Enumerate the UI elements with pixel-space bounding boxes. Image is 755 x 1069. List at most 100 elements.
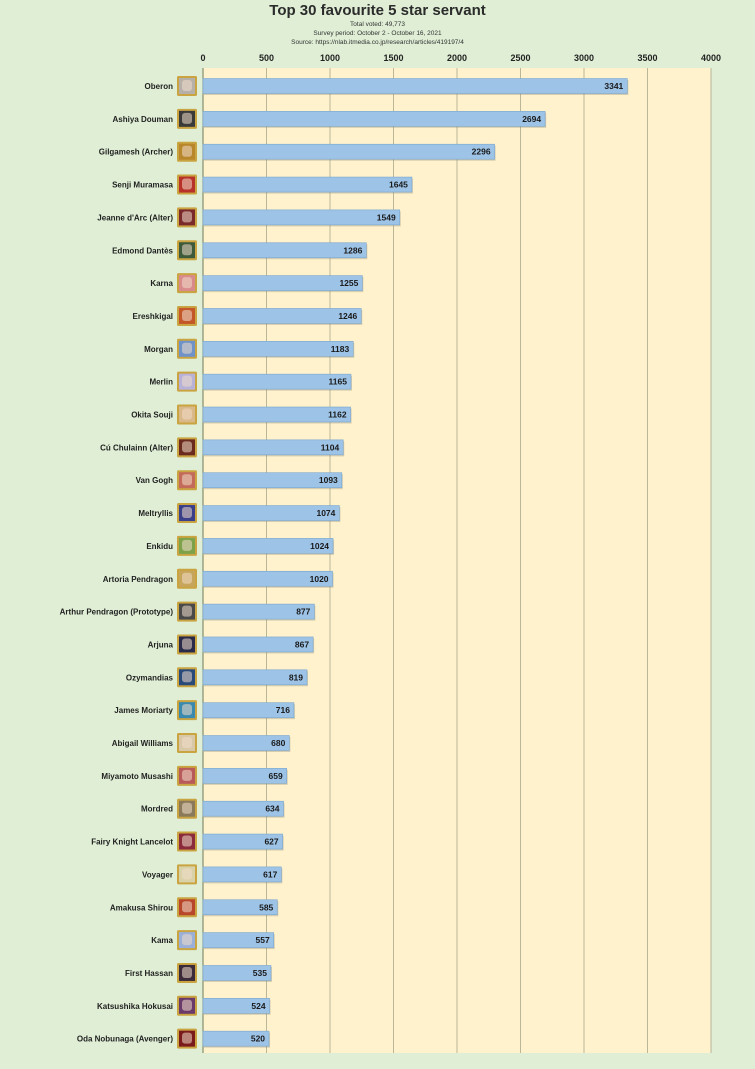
- bar-value-label: 1286: [343, 245, 362, 255]
- category-label: Enkidu: [146, 542, 173, 551]
- bar-value-label: 1074: [316, 508, 335, 518]
- category-label: Oberon: [145, 82, 174, 91]
- bar-value-label: 520: [251, 1034, 265, 1044]
- servant-portrait-face: [182, 309, 192, 321]
- servant-portrait-face: [182, 901, 192, 913]
- x-tick-label: 1000: [320, 53, 340, 63]
- bar: [202, 308, 362, 324]
- servant-portrait-face: [182, 211, 192, 223]
- bar: [202, 505, 340, 521]
- bar-value-label: 1255: [339, 278, 358, 288]
- bar-value-label: 1549: [377, 212, 396, 222]
- servant-portrait-face: [182, 671, 192, 683]
- bar: [202, 965, 272, 981]
- bar: [202, 866, 282, 883]
- category-label: Edmond Dantès: [112, 246, 173, 255]
- category-label: Gilgamesh (Archer): [99, 148, 174, 157]
- bar: [202, 800, 284, 817]
- category-label: Miyamoto Musashi: [101, 772, 173, 781]
- x-tick-label: 3000: [574, 53, 594, 63]
- bar-value-label: 1645: [389, 180, 408, 190]
- x-tick-label: 4000: [701, 53, 721, 63]
- servant-portrait-face: [182, 1032, 192, 1044]
- category-label: Senji Muramasa: [112, 181, 173, 190]
- bar: [202, 78, 628, 94]
- category-label: Van Gogh: [136, 476, 173, 485]
- category-label: Mordred: [141, 805, 173, 814]
- bar: [202, 1030, 270, 1047]
- x-tick-label: 0: [200, 53, 205, 63]
- servant-portrait-face: [182, 474, 192, 486]
- category-label: Voyager: [142, 870, 173, 879]
- bar-value-label: 524: [251, 1001, 265, 1011]
- servant-portrait-face: [182, 375, 192, 387]
- bar: [202, 111, 546, 127]
- bar-value-label: 3341: [604, 81, 623, 91]
- bar-value-label: 1020: [310, 574, 329, 584]
- bar: [202, 373, 352, 390]
- bar: [202, 439, 344, 456]
- bar: [202, 472, 343, 489]
- servant-portrait-face: [182, 342, 192, 354]
- bar-value-label: 535: [253, 968, 267, 978]
- bar: [202, 570, 333, 587]
- bar-value-label: 1093: [319, 475, 338, 485]
- bar-value-label: 617: [263, 869, 277, 879]
- bar: [202, 932, 275, 948]
- category-label: First Hassan: [125, 969, 173, 978]
- x-tick-label: 3500: [637, 53, 657, 63]
- servant-portrait-face: [182, 441, 192, 453]
- servant-portrait-face: [182, 507, 192, 519]
- category-label: Ashiya Douman: [113, 115, 174, 124]
- servant-portrait-face: [182, 868, 192, 880]
- x-tick-label: 500: [259, 53, 274, 63]
- servant-portrait-face: [182, 178, 192, 190]
- bar-value-label: 634: [265, 804, 279, 814]
- bar-value-label: 557: [256, 935, 270, 945]
- category-label: Katsushika Hokusai: [97, 1002, 173, 1011]
- servant-portrait-face: [182, 802, 192, 814]
- category-label: Jeanne d'Arc (Alter): [97, 213, 173, 222]
- bar: [202, 176, 413, 193]
- category-label: Fairy Knight Lancelot: [91, 838, 173, 847]
- servant-portrait-face: [182, 638, 192, 650]
- bar-value-label: 877: [296, 607, 310, 617]
- bar-value-label: 627: [264, 837, 278, 847]
- category-label: Arthur Pendragon (Prototype): [60, 608, 174, 617]
- bar: [202, 899, 278, 916]
- bar-value-label: 659: [269, 771, 283, 781]
- bar: [202, 603, 315, 620]
- category-label: Ereshkigal: [133, 312, 173, 321]
- bar-value-label: 867: [295, 639, 309, 649]
- bar: [202, 735, 290, 751]
- servant-portrait-face: [182, 737, 192, 748]
- bar-value-label: 1183: [331, 344, 350, 354]
- category-label: Cú Chulainn (Alter): [100, 443, 173, 452]
- bar: [202, 209, 401, 226]
- bar-value-label: 716: [276, 705, 290, 715]
- bar: [202, 997, 270, 1014]
- bar-value-label: 680: [271, 738, 285, 748]
- chart-title: Top 30 favourite 5 star servant: [269, 2, 486, 19]
- bar: [202, 768, 287, 784]
- chart-subtitle-source: Source: https://nlab.itmedia.co.jp/resea…: [291, 39, 464, 46]
- category-label: Oda Nobunaga (Avenger): [77, 1035, 173, 1044]
- category-label: Amakusa Shirou: [110, 903, 173, 912]
- bar: [202, 669, 308, 686]
- category-label: James Moriarty: [114, 706, 173, 715]
- servant-portrait-face: [182, 112, 192, 124]
- bar: [202, 702, 295, 718]
- category-label: Artoria Pendragon: [103, 575, 173, 584]
- servant-portrait-face: [182, 408, 192, 420]
- x-tick-label: 1500: [383, 53, 403, 63]
- bar: [202, 406, 351, 423]
- servant-portrait-face: [182, 80, 192, 91]
- servant-portrait-face: [182, 966, 192, 978]
- bar: [202, 340, 354, 357]
- bar: [202, 275, 363, 291]
- bar-value-label: 1165: [329, 377, 348, 387]
- bar-value-label: 1162: [328, 410, 347, 420]
- servant-portrait-face: [182, 539, 192, 551]
- servant-portrait-face: [182, 277, 192, 289]
